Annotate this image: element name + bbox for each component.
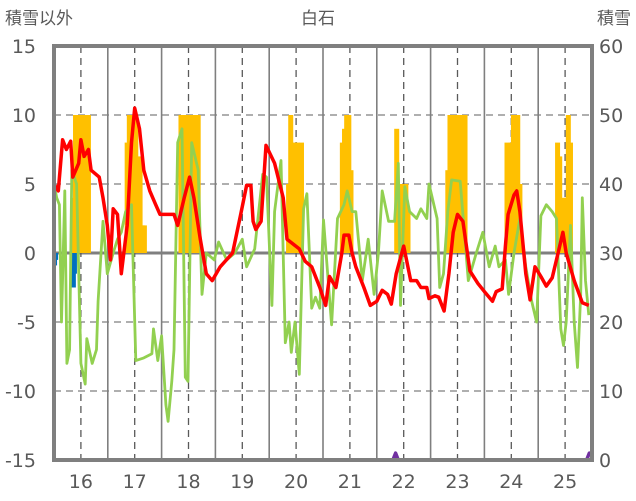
- orange-bar: [137, 156, 143, 253]
- y-right-tick-label: 10: [599, 381, 623, 403]
- y-left-tick-label: -10: [5, 381, 36, 403]
- orange-bar: [567, 142, 573, 253]
- chart-title: 白石: [301, 9, 335, 29]
- orange-bar: [298, 142, 304, 253]
- y-left-tick-label: 0: [24, 243, 36, 265]
- y-left-tick-label: 10: [12, 105, 36, 127]
- orange-bar: [405, 211, 411, 253]
- x-tick-label: 19: [230, 471, 254, 493]
- y-left-tick-label: 15: [12, 36, 36, 58]
- y-right-tick-label: 40: [599, 174, 623, 196]
- y-left-tick-label: -5: [17, 312, 36, 334]
- y-left-tick-label: -15: [5, 450, 36, 472]
- y-right-tick-label: 50: [599, 105, 623, 127]
- right-axis-title: 積雪: [597, 9, 631, 29]
- orange-bar: [85, 115, 91, 253]
- y-right-tick-label: 30: [599, 243, 623, 265]
- plot-border: [52, 44, 594, 462]
- orange-bar: [141, 225, 147, 253]
- x-tick-label: 20: [284, 471, 308, 493]
- x-tick-label: 22: [392, 471, 416, 493]
- y-left-tick-label: 5: [24, 174, 36, 196]
- y-right-tick-label: 20: [599, 312, 623, 334]
- x-tick-label: 16: [69, 471, 93, 493]
- orange-bar: [462, 115, 468, 253]
- orange-bar: [294, 142, 300, 253]
- left-axis-title: 積雪以外: [5, 9, 73, 29]
- x-tick-label: 24: [499, 471, 523, 493]
- plot-frame: [52, 44, 594, 462]
- x-tick-label: 18: [176, 471, 200, 493]
- x-tick-label: 17: [123, 471, 147, 493]
- y-right-tick-label: 60: [599, 36, 623, 58]
- blue-bar: [71, 253, 77, 274]
- x-tick-label: 21: [338, 471, 362, 493]
- green-line: [52, 127, 591, 423]
- x-tick-label: 25: [553, 471, 577, 493]
- y-right-tick-label: 0: [599, 450, 611, 472]
- orange-bar: [557, 156, 563, 253]
- x-tick-label: 23: [445, 471, 469, 493]
- red-line: [52, 106, 590, 313]
